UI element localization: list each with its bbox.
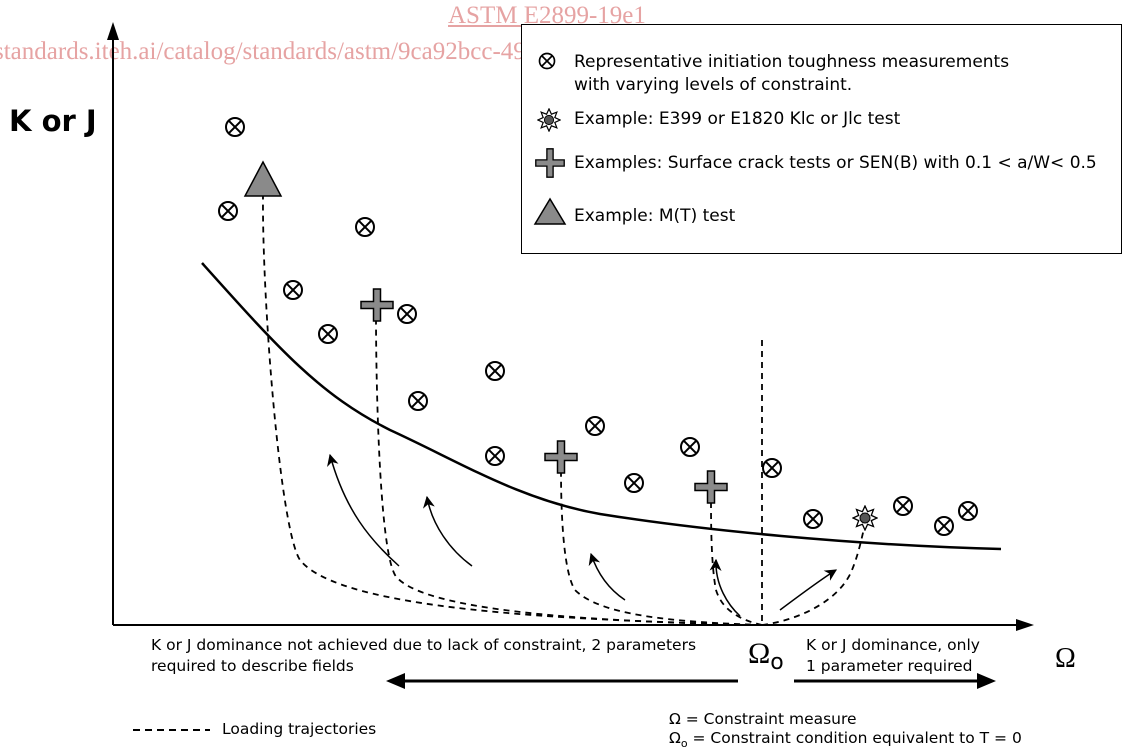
circle-x-marker bbox=[624, 473, 644, 493]
omega-definition: Ω = Constraint measure bbox=[669, 710, 857, 728]
legend: Representative initiation toughness meas… bbox=[521, 24, 1122, 254]
circle-x-marker bbox=[397, 304, 417, 324]
left-region-line2: required to describe fields bbox=[151, 657, 354, 675]
loading-trajectories bbox=[262, 194, 866, 626]
circle-x-marker bbox=[893, 496, 913, 516]
omega0-def-sub: o bbox=[680, 737, 688, 751]
y-axis-label: K or J bbox=[9, 104, 97, 138]
circle-x-marker bbox=[355, 217, 375, 237]
triangle-marker bbox=[243, 160, 283, 197]
triangle-icon bbox=[533, 197, 567, 225]
circle-x-marker bbox=[934, 516, 954, 536]
left-region-text: K or J dominance not achieved due to lac… bbox=[151, 635, 696, 677]
star-burst-marker bbox=[852, 505, 878, 531]
left-region-line1: K or J dominance not achieved due to lac… bbox=[151, 636, 697, 654]
circle-x-marker bbox=[283, 280, 303, 300]
x-axis-arrow bbox=[1016, 619, 1034, 631]
omega0-def-symbol: Ω bbox=[669, 729, 681, 747]
circle-x-marker bbox=[958, 501, 978, 521]
legend-icons bbox=[533, 52, 567, 225]
circle-x-marker bbox=[585, 416, 605, 436]
right-region-line2: 1 parameter required bbox=[806, 657, 973, 675]
y-axis-arrow bbox=[107, 22, 119, 40]
omega-zero-definition: Ωo = Constraint condition equivalent to … bbox=[669, 728, 1022, 754]
right-region-line1: K or J dominance, only bbox=[806, 636, 980, 654]
curved-arrows bbox=[327, 453, 838, 617]
circle-x-marker bbox=[762, 458, 782, 478]
legend-item-4: Example: M(T) test bbox=[574, 206, 736, 226]
trajectory-triangle bbox=[262, 194, 763, 626]
star-burst-icon bbox=[537, 108, 561, 132]
legend-item-2: Example: E399 or E1820 Klc or Jlc test bbox=[574, 109, 901, 129]
circle-x-icon bbox=[538, 52, 556, 70]
cross-marker bbox=[544, 440, 578, 474]
circle-x-marker bbox=[218, 201, 238, 221]
cross-icon bbox=[535, 148, 565, 178]
circle-x-marker bbox=[680, 437, 700, 457]
arrow-3 bbox=[588, 552, 626, 601]
cross-marker bbox=[694, 470, 728, 504]
omega-zero-symbol: Ω bbox=[748, 637, 771, 670]
circle-x-marker bbox=[408, 391, 428, 411]
dash-legend-label: Loading trajectories bbox=[222, 720, 377, 738]
omega0-def-rest: = Constraint condition equivalent to T =… bbox=[687, 729, 1022, 747]
omega-zero-label: Ωo bbox=[748, 637, 784, 675]
x-axis-label: Ω bbox=[1055, 643, 1076, 674]
trajectory-burst bbox=[761, 524, 866, 626]
circle-x-marker bbox=[485, 361, 505, 381]
circle-x-marker bbox=[318, 324, 338, 344]
circle-x-marker bbox=[225, 117, 245, 137]
trajectory-cross-2 bbox=[560, 469, 763, 626]
legend-item-1-line2: with varying levels of constraint. bbox=[574, 75, 853, 95]
legend-item-3: Examples: Surface crack tests or SEN(B) … bbox=[574, 153, 1097, 173]
circle-x-marker bbox=[485, 446, 505, 466]
arrow-5 bbox=[779, 569, 838, 611]
omega-zero-sub: o bbox=[770, 650, 784, 675]
cross-marker bbox=[360, 288, 394, 322]
trajectory-cross-3 bbox=[710, 499, 763, 626]
right-region-text: K or J dominance, only 1 parameter requi… bbox=[806, 635, 980, 677]
arrow-2 bbox=[422, 495, 473, 567]
arrow-1 bbox=[327, 453, 400, 567]
dominance-boundary-curve bbox=[201, 262, 1002, 551]
trajectory-cross-1 bbox=[375, 317, 763, 626]
circle-x-marker bbox=[803, 509, 823, 529]
arrow-4 bbox=[709, 558, 741, 617]
legend-item-1-line1: Representative initiation toughness meas… bbox=[574, 52, 1010, 72]
legend-item-1: Representative initiation toughness meas… bbox=[574, 51, 1009, 97]
